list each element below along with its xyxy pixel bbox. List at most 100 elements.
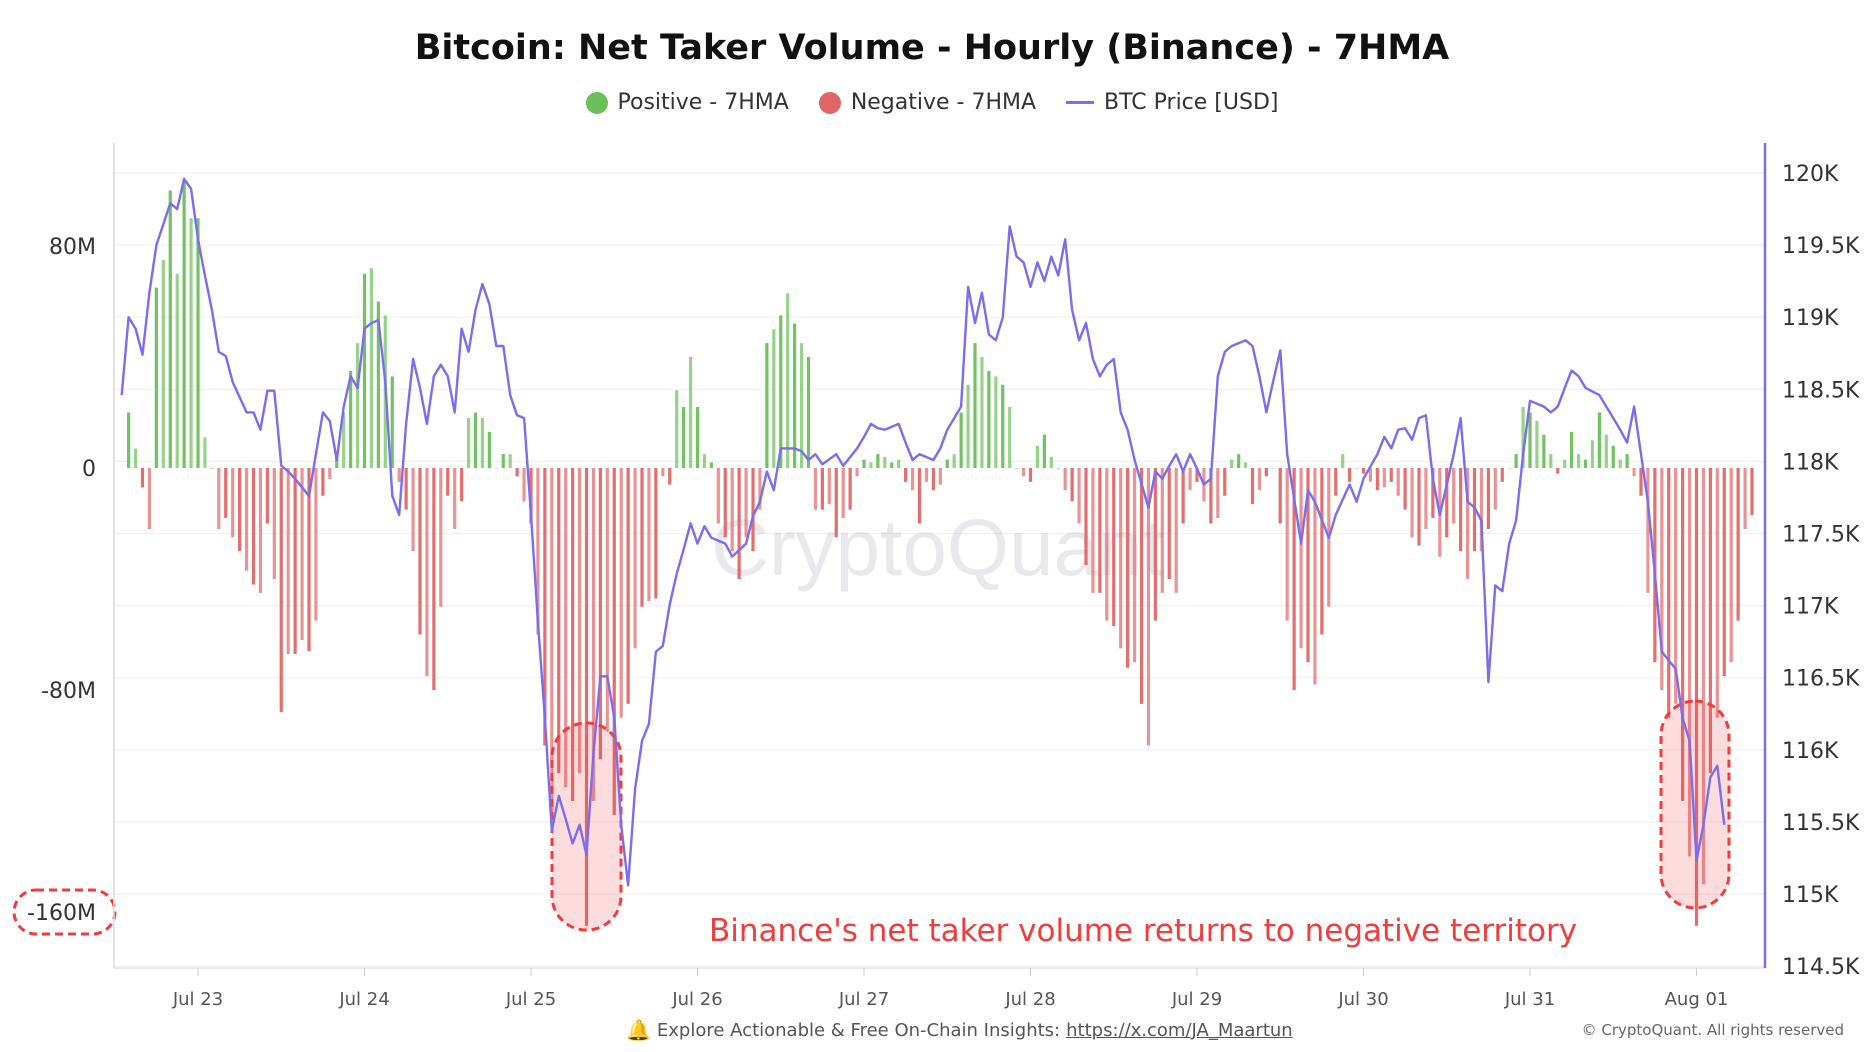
legend-positive[interactable]: Positive - 7HMA [585, 90, 789, 115]
legend-price[interactable]: BTC Price [USD] [1066, 90, 1278, 115]
negative-volume-bar [1729, 468, 1733, 663]
positive-volume-bar [702, 454, 707, 468]
positive-volume-bar [1056, 468, 1060, 469]
negative-volume-bar [591, 468, 596, 801]
footer-link[interactable]: https://x.com/JA_Maartun [1066, 1019, 1293, 1041]
legend-negative[interactable]: Negative - 7HMA [818, 90, 1036, 115]
x-tick-label: Jul 25 [505, 989, 556, 1010]
negative-volume-bar [904, 468, 908, 482]
x-axis-ticks: Jul 23 Jul 24 Jul 25 Jul 26 Jul 27 Jul 28 Jul … [172, 968, 1728, 1010]
negative-volume-bar [626, 468, 630, 704]
x-tick-label: Jul 27 [838, 989, 889, 1010]
negative-volume-bar [737, 468, 741, 579]
negative-volume-bar [1160, 468, 1164, 593]
negative-volume-bar [1694, 468, 1699, 926]
positive-volume-bar [369, 268, 374, 468]
right-tick-label: 117K [1782, 595, 1839, 620]
negative-volume-bar [1132, 468, 1137, 663]
negative-volume-bar [730, 468, 734, 552]
positive-volume-bar [487, 431, 491, 468]
positive-volume-bar [806, 357, 811, 468]
legend-label: Positive - 7HMA [617, 90, 789, 115]
positive-volume-bar [1618, 459, 1622, 468]
negative-volume-bar [231, 468, 235, 538]
negative-volume-bar [1646, 468, 1650, 593]
negative-volume-bar [1493, 468, 1497, 510]
negative-volume-bar [1431, 468, 1435, 518]
positive-volume-bar [980, 357, 984, 468]
negative-volume-bar [397, 468, 401, 482]
negative-volume-bar [1410, 468, 1414, 538]
negative-volume-bar [515, 468, 519, 477]
negative-volume-bar [1667, 468, 1671, 718]
negative-volume-bar [1556, 468, 1560, 474]
positive-volume-bar [1528, 412, 1532, 468]
footer-text: Explore Actionable & Free On-Chain Insig… [656, 1019, 1061, 1041]
negative-volume-bar [1722, 468, 1726, 677]
volume-bars [127, 179, 1754, 926]
right-tick-label: 117.5K [1782, 523, 1860, 548]
negative-volume-bar [584, 468, 589, 926]
negative-volume-bar [1639, 468, 1643, 496]
positive-volume-bar [1590, 440, 1595, 468]
negative-volume-bar [1396, 468, 1400, 496]
negative-volume-bar [1736, 468, 1740, 621]
negative-volume-bar [1195, 468, 1199, 482]
negative-volume-bar [307, 468, 311, 652]
negative-volume-bar [224, 468, 228, 518]
negative-volume-bar [1126, 468, 1130, 668]
positive-volume-bar [772, 329, 776, 468]
positive-volume-bar [161, 259, 165, 468]
negative-volume-bar [1084, 468, 1088, 566]
positive-volume-bar [1035, 445, 1040, 468]
x-tick-label: Jul 26 [671, 989, 722, 1010]
positive-volume-bar [376, 301, 380, 468]
positive-volume-bar [168, 190, 172, 468]
positive-volume-bar [959, 412, 963, 468]
positive-volume-bar [1549, 454, 1553, 468]
positive-volume-bar [1583, 459, 1588, 468]
highlight-oval [550, 721, 623, 932]
negative-volume-bar [1216, 468, 1220, 518]
negative-volume-bar [300, 468, 304, 641]
chart-title: Bitcoin: Net Taker Volume - Hourly (Bina… [414, 28, 1450, 68]
negative-volume-bar [1174, 468, 1178, 593]
positive-volume-bar [952, 454, 956, 468]
right-tick-label: 116.5K [1782, 667, 1860, 692]
negative-volume-bar [1098, 468, 1102, 593]
negative-volume-bar [917, 468, 922, 524]
negative-volume-bar [328, 468, 332, 480]
negative-volume-bar [1063, 468, 1067, 491]
negative-volume-bar [931, 468, 935, 491]
negative-volume-bar [1105, 468, 1109, 621]
right-tick-label: 119K [1782, 306, 1839, 331]
negative-volume-bar [1139, 468, 1144, 704]
positive-volume-bar [1008, 406, 1012, 468]
positive-volume-bar [1230, 459, 1234, 468]
negative-volume-bar [279, 468, 283, 713]
positive-volume-bar [1514, 454, 1518, 468]
annotation-text: Binance's net taker volume returns to ne… [709, 913, 1577, 949]
positive-volume-bar [1015, 468, 1019, 469]
positive-volume-bar [508, 454, 512, 468]
right-tick-label: 119.5K [1782, 234, 1860, 259]
positive-volume-bar [682, 406, 686, 468]
line-icon [1066, 101, 1095, 104]
positive-volume-bar [876, 454, 880, 468]
negative-volume-bar [314, 468, 318, 621]
negative-volume-bar [432, 468, 436, 690]
positive-volume-bar [154, 287, 158, 468]
left-tick-label: -80M [41, 679, 96, 704]
positive-volume-bar [1354, 468, 1359, 469]
positive-volume-bar [1042, 434, 1046, 468]
positive-volume-bar [765, 343, 769, 468]
positive-volume-bar [862, 459, 866, 468]
copyright: © CryptoQuant. All rights reserved [1581, 1021, 1844, 1039]
negative-volume-bar [1257, 468, 1262, 491]
negative-volume-bar [598, 468, 602, 760]
negative-volume-bar [1153, 468, 1157, 621]
positive-volume-bar [501, 454, 505, 468]
x-tick-label: Jul 23 [172, 989, 223, 1010]
negative-volume-bar [321, 468, 325, 496]
positive-volume-bar [1271, 468, 1275, 469]
